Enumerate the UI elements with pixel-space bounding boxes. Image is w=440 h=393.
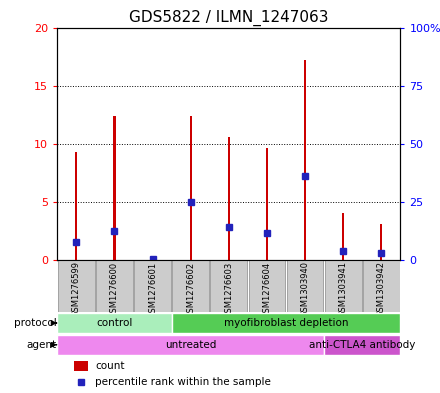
Text: GSM1276601: GSM1276601 (148, 261, 157, 318)
Bar (190, 116, 192, 260)
FancyBboxPatch shape (324, 335, 400, 355)
Text: control: control (96, 318, 132, 328)
FancyBboxPatch shape (287, 260, 323, 312)
Bar (380, 224, 382, 260)
Text: GSM1303942: GSM1303942 (377, 261, 386, 318)
FancyBboxPatch shape (210, 260, 247, 312)
Bar (342, 213, 345, 260)
Text: GSM1276603: GSM1276603 (224, 261, 233, 318)
Text: percentile rank within the sample: percentile rank within the sample (95, 377, 271, 387)
FancyBboxPatch shape (325, 260, 362, 312)
FancyBboxPatch shape (172, 260, 209, 312)
Text: GSM1303941: GSM1303941 (339, 261, 348, 318)
FancyBboxPatch shape (363, 260, 400, 312)
Text: GSM1303940: GSM1303940 (301, 261, 310, 318)
Text: GSM1276600: GSM1276600 (110, 261, 119, 318)
FancyBboxPatch shape (57, 335, 324, 355)
Title: GDS5822 / ILMN_1247063: GDS5822 / ILMN_1247063 (129, 10, 329, 26)
Bar (304, 60, 306, 260)
Bar (75, 152, 77, 260)
Text: protocol: protocol (14, 318, 56, 328)
Text: untreated: untreated (165, 340, 216, 350)
Text: GSM1276602: GSM1276602 (186, 261, 195, 318)
Bar (151, 259, 154, 260)
FancyBboxPatch shape (172, 313, 400, 333)
FancyBboxPatch shape (58, 260, 95, 312)
FancyBboxPatch shape (134, 260, 171, 312)
Text: count: count (95, 361, 125, 371)
FancyBboxPatch shape (249, 260, 285, 312)
Text: agent: agent (26, 340, 56, 350)
Bar (113, 116, 116, 260)
FancyBboxPatch shape (96, 260, 133, 312)
FancyBboxPatch shape (57, 313, 172, 333)
Text: GSM1276604: GSM1276604 (262, 261, 271, 318)
Text: GSM1276599: GSM1276599 (72, 261, 81, 318)
Text: anti-CTLA4 antibody: anti-CTLA4 antibody (309, 340, 415, 350)
Bar (227, 137, 230, 260)
Bar (74, 361, 88, 371)
Text: myofibroblast depletion: myofibroblast depletion (224, 318, 348, 328)
Bar (266, 148, 268, 260)
